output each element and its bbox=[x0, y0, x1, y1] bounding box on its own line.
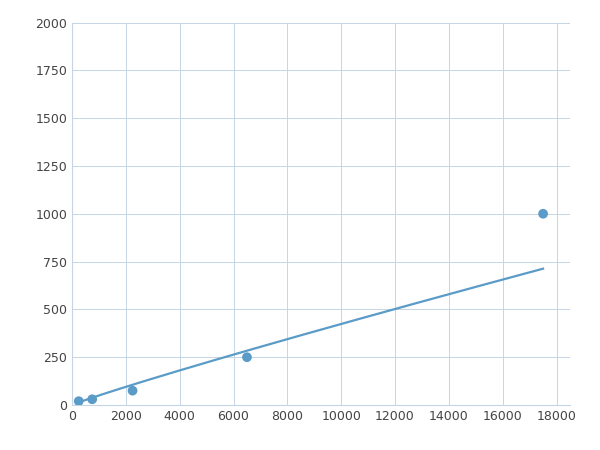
Point bbox=[242, 354, 252, 361]
Point bbox=[88, 396, 97, 403]
Point bbox=[128, 387, 137, 394]
Point bbox=[538, 210, 548, 217]
Point bbox=[74, 398, 83, 405]
